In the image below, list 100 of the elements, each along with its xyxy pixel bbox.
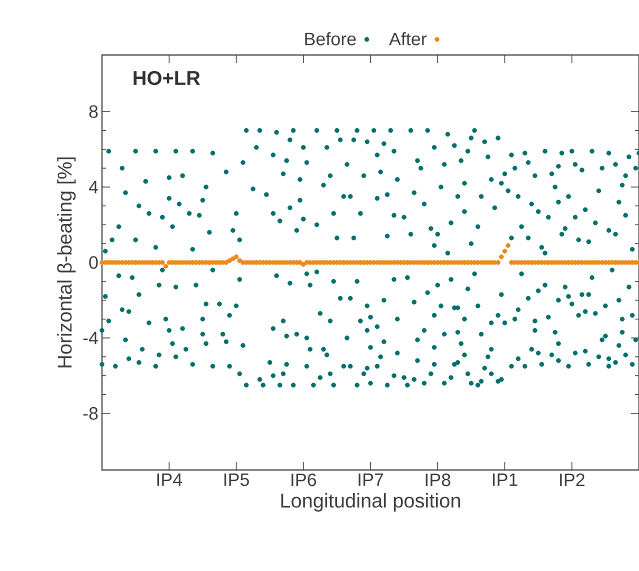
point (224, 339, 229, 344)
point (361, 371, 366, 376)
point (566, 364, 571, 369)
point (606, 364, 612, 369)
point (294, 332, 300, 337)
point (204, 341, 208, 346)
point (402, 375, 406, 380)
point (486, 354, 490, 360)
point (509, 364, 514, 369)
point (455, 330, 460, 335)
point (384, 382, 390, 388)
point (620, 330, 625, 335)
point (476, 382, 480, 388)
point (378, 354, 383, 360)
point (368, 380, 373, 386)
point (422, 328, 427, 333)
annotation: HO+LR (134, 70, 200, 86)
point (318, 375, 323, 380)
point (516, 356, 521, 362)
point (499, 377, 504, 382)
x-tick-label: IP5 (224, 474, 249, 486)
point (153, 364, 158, 369)
x-axis-title: Longitudinal position (281, 493, 460, 512)
point (428, 371, 434, 376)
point (633, 337, 638, 342)
point (478, 378, 484, 384)
point (422, 380, 427, 386)
point (136, 360, 142, 365)
point (267, 360, 272, 365)
x-tick-label: IP2 (560, 474, 584, 486)
point (462, 352, 467, 358)
point (394, 350, 400, 356)
point (284, 334, 289, 338)
point (572, 350, 578, 356)
x-tick-label: IP4 (157, 474, 182, 486)
point (532, 328, 538, 333)
point (173, 354, 178, 360)
y-tick-label: -8 (83, 407, 98, 420)
point (227, 364, 232, 369)
y-axis-title: Horizontal β-beating [%] (57, 157, 76, 368)
point (539, 362, 544, 367)
point (432, 362, 437, 367)
point (344, 336, 350, 340)
point (442, 332, 447, 337)
point (190, 362, 196, 367)
point (260, 382, 266, 388)
point (270, 326, 276, 331)
y-tick-label: 8 (89, 105, 98, 118)
point (392, 373, 396, 378)
point (556, 358, 561, 363)
point (220, 332, 226, 337)
point (328, 371, 333, 376)
point (184, 346, 188, 352)
x-tick-label: IP1 (492, 474, 518, 486)
y-tick-label: -4 (83, 332, 98, 344)
point (240, 343, 246, 348)
point (308, 346, 312, 352)
point (482, 366, 488, 371)
point (596, 354, 602, 360)
point (364, 366, 370, 371)
point (200, 332, 206, 337)
point (354, 382, 360, 388)
point (257, 377, 262, 382)
point (170, 341, 175, 346)
point (280, 371, 286, 376)
point (603, 334, 608, 338)
point (630, 362, 635, 367)
point (529, 346, 534, 352)
point (600, 337, 604, 342)
point (277, 382, 282, 388)
point (100, 362, 104, 367)
point (455, 360, 460, 365)
point (552, 330, 558, 335)
point (284, 362, 289, 367)
point (452, 362, 457, 367)
point (448, 375, 454, 380)
point (613, 360, 618, 365)
point (468, 380, 474, 386)
point (290, 382, 296, 388)
point (382, 339, 386, 344)
point (606, 356, 612, 362)
point (488, 346, 494, 352)
point (270, 373, 276, 378)
point (331, 382, 336, 388)
point (415, 358, 420, 363)
point (488, 371, 494, 376)
point (126, 356, 132, 362)
point (549, 352, 554, 358)
point (244, 382, 249, 388)
point (415, 337, 420, 342)
point (341, 364, 346, 369)
point (311, 382, 316, 388)
point (616, 343, 622, 348)
x-tick-label: IP7 (358, 474, 384, 486)
point (324, 352, 330, 358)
y-tick-label: 4 (88, 180, 98, 194)
point (556, 341, 561, 346)
legend-label: After (389, 32, 427, 46)
point (405, 382, 410, 388)
point (140, 346, 145, 352)
